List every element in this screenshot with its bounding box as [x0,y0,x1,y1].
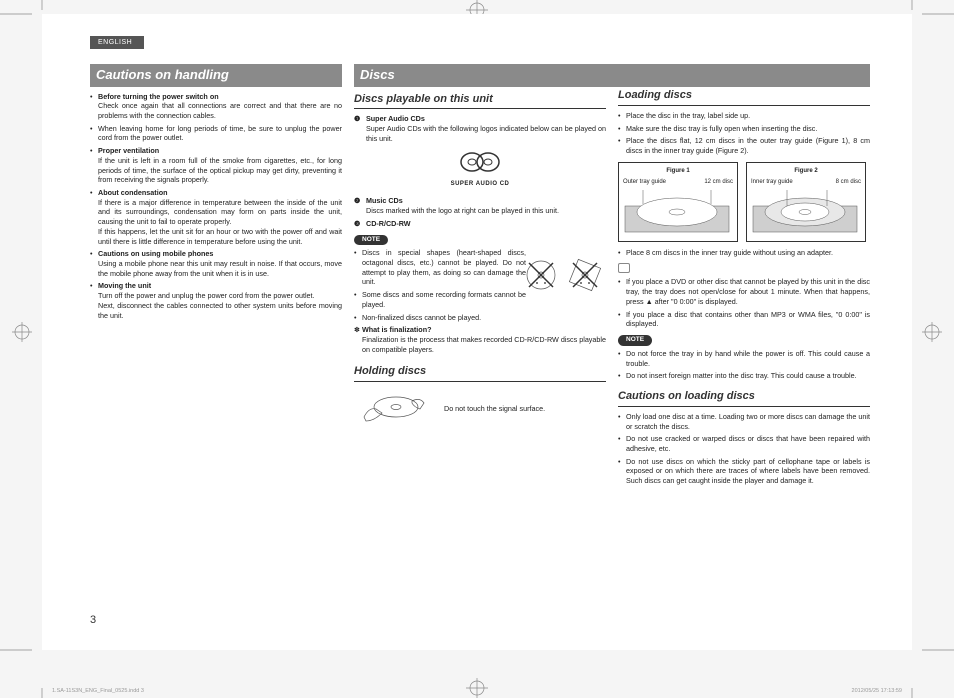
note-item: •Do not insert foreign matter into the d… [618,371,870,381]
holding-caption: Do not touch the signal surface. [444,404,545,414]
item-text: Next, disconnect the cables connected to… [98,301,342,320]
print-footer: 1.SA-11S3N_ENG_Final_0525.indd 3 2012/05… [52,688,902,694]
item-text: If there is a major difference in temper… [98,198,342,227]
column-loading: Loading discs •Place the disc in the tra… [618,64,870,489]
sacd-logo: SUPER AUDIO CD [354,152,606,189]
item-title: Before turning the power switch on [98,92,342,102]
caution-item: • Moving the unit Turn off the power and… [90,281,342,320]
finalization-q: What is finalization? [362,325,431,334]
caution-loading-bullet: •Do not use cracked or warped discs or d… [618,434,870,453]
item-title: Moving the unit [98,281,342,291]
caution-item: • Before turning the power switch on Che… [90,92,342,121]
figure-1: Figure 1 Outer tray guide12 cm disc [618,162,738,242]
entry-text: Super Audio CDs with the following logos… [366,124,606,143]
note-item: •Non-finalized discs cannot be played. [354,313,606,323]
figure-2: Figure 2 Inner tray guide8 cm disc [746,162,866,242]
entry-text: Discs marked with the logo at right can … [366,206,606,216]
footer-file: 1.SA-11S3N_ENG_Final_0525.indd 3 [52,688,144,694]
caution-loading-bullet: •Do not use discs on which the sticky pa… [618,457,870,486]
tray-figures: Figure 1 Outer tray guide12 cm disc Figu… [618,162,870,242]
playable-entry: ❶ Super Audio CDs Super Audio CDs with t… [354,114,606,143]
playable-entry: ❸ CD-R/CD-RW [354,219,606,229]
tray-diagram-icon [623,186,731,234]
entry-number: ❶ [354,114,366,143]
finalization-a: Finalization is the process that makes r… [362,335,606,354]
holding-illustration: Do not touch the signal surface. [354,387,606,431]
page: ENGLISH Cautions on handling • Before tu… [42,14,912,650]
forbidden-discs-icons [524,258,602,292]
item-text: Using a mobile phone near this unit may … [98,259,342,278]
entry-title: Music CDs [366,196,403,205]
hand-disc-icon [354,387,434,431]
column-discs: Discs Discs playable on this unit ❶ Supe… [354,64,606,489]
note-badge: NOTE [618,335,652,346]
item-title: Proper ventilation [98,146,342,156]
caution-item: • Proper ventilation If the unit is left… [90,146,342,185]
language-tab: ENGLISH [90,36,144,49]
playable-entry: ❷ Music CDs Discs marked with the logo a… [354,196,606,215]
entry-title: CD-R/CD-RW [366,219,411,228]
loading-bullet: •Make sure the disc tray is fully open w… [618,124,870,134]
loading-warn: •If you place a disc that contains other… [618,310,870,329]
caution-item: • About condensation If there is a major… [90,188,342,246]
page-number: 3 [90,614,96,626]
loading-bullet: •Place the discs flat, 12 cm discs in th… [618,136,870,155]
subhead-loading: Loading discs [618,88,870,106]
caution-item: • Cautions on using mobile phones Using … [90,249,342,278]
section-title-cautions-handling: Cautions on handling [90,64,342,87]
sacd-label: SUPER AUDIO CD [354,180,606,188]
caution-item: • When leaving home for long periods of … [90,124,342,143]
item-title: Cautions on using mobile phones [98,249,342,259]
item-text: Turn off the power and unplug the power … [98,291,342,301]
loading-warn: •If you place a DVD or other disc that c… [618,277,870,306]
hand-icon [618,263,630,273]
item-text: If this happens, let the unit sit for an… [98,227,342,246]
note-item: •Some discs and some recording formats c… [354,290,606,309]
loading-bullet: •Place the disc in the tray, label side … [618,111,870,121]
content-columns: Cautions on handling • Before turning th… [90,64,876,489]
item-text: Check once again that all connections ar… [98,101,342,120]
tray-diagram-icon [751,186,859,234]
entry-number: ❸ [354,219,366,229]
caution-loading-bullet: •Only load one disc at a time. Loading t… [618,412,870,431]
entry-number: ❷ [354,196,366,215]
note-badge: NOTE [354,235,388,246]
footer-date: 2012/05/25 17:13:59 [852,688,902,694]
subhead-holding: Holding discs [354,364,606,382]
finalization: ✽ What is finalization? Finalization is … [354,325,606,354]
entry-title: Super Audio CDs [366,114,425,123]
item-title: About condensation [98,188,342,198]
note-item: •Do not force the tray in by hand while … [618,349,870,368]
subhead-playable: Discs playable on this unit [354,92,606,110]
item-text: If the unit is left in a room full of th… [98,156,342,185]
subhead-cautions-loading: Cautions on loading discs [618,389,870,407]
item-text: When leaving home for long periods of ti… [98,124,342,143]
after-fig-note: •Place 8 cm discs in the inner tray guid… [618,248,870,258]
column-cautions-handling: Cautions on handling • Before turning th… [90,64,342,489]
